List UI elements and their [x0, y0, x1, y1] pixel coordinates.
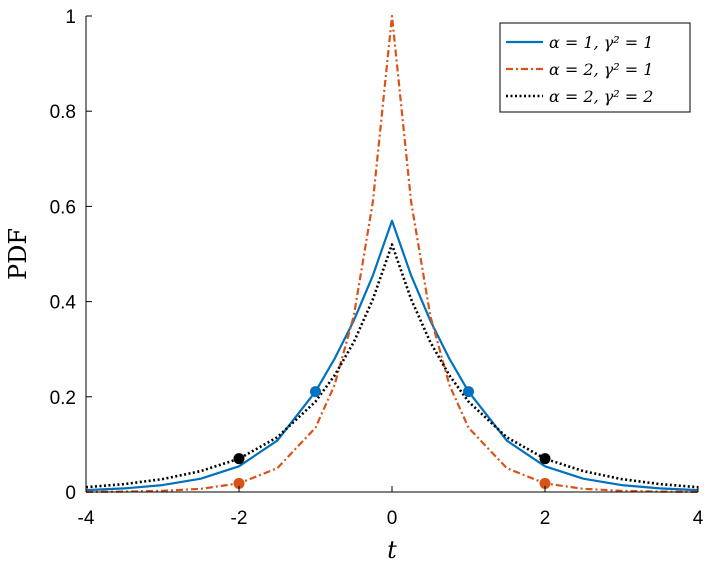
series-3-marker-1	[233, 453, 245, 465]
y-ticks: 0 0.2 0.4 0.6 0.8 1	[50, 7, 92, 504]
series-2-marker-2	[539, 477, 551, 489]
series-line-2	[85, 14, 699, 493]
x-tick-label: -2	[231, 508, 248, 529]
y-tick-label: 0.4	[50, 293, 77, 314]
legend-box	[499, 22, 691, 113]
series-layer	[85, 14, 699, 493]
legend-label-1: α = 1, γ² = 1	[549, 33, 653, 52]
x-tick-label: 0	[387, 508, 398, 529]
legend: α = 1, γ² = 1 α = 2, γ² = 1 α = 2, γ² = 2	[499, 22, 691, 113]
y-axis-title: PDF	[4, 228, 32, 280]
x-tick-label: -4	[78, 508, 95, 529]
series-1-marker-1	[310, 386, 321, 398]
y-tick-label: 0	[65, 483, 76, 504]
x-tick-label: 4	[693, 508, 704, 529]
legend-label-2: α = 2, γ² = 1	[549, 60, 653, 79]
marker-layer	[233, 386, 551, 489]
series-2-marker-1	[233, 477, 245, 489]
series-1-marker-2	[463, 386, 474, 398]
x-axis-title: t	[387, 536, 397, 564]
series-line-1	[85, 219, 699, 492]
y-tick-label: 1	[65, 7, 76, 28]
x-ticks: -4 -2 0 2 4	[78, 486, 704, 529]
series-3-marker-2	[539, 453, 551, 465]
y-tick-label: 0.6	[50, 197, 76, 218]
y-tick-label: 0.2	[50, 388, 76, 409]
legend-label-3: α = 2, γ² = 2	[549, 87, 653, 106]
y-tick-label: 0.8	[50, 102, 76, 123]
series-line-3	[85, 243, 699, 489]
x-tick-label: 2	[540, 508, 551, 529]
